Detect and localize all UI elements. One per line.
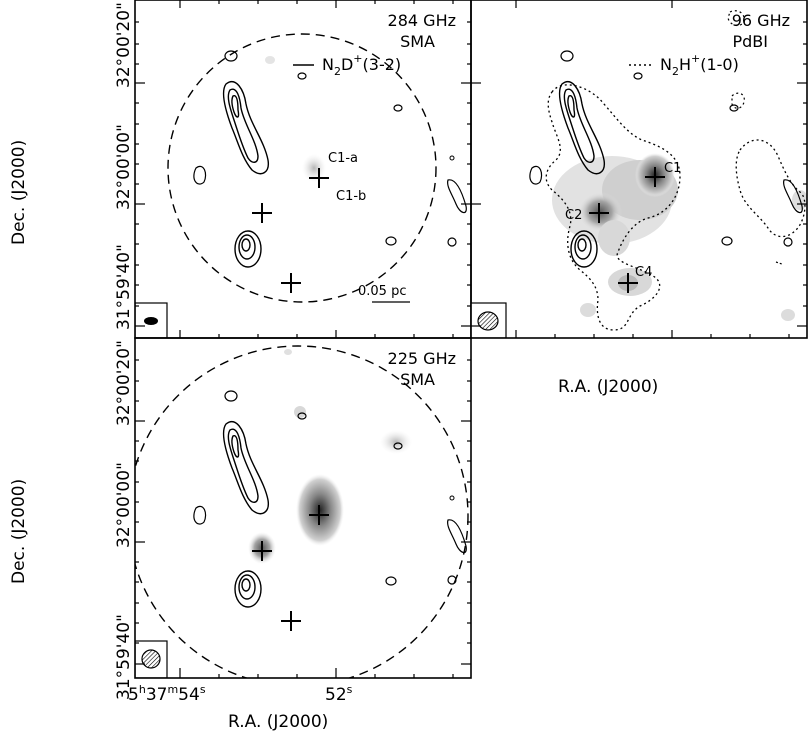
source-label-c1b: C1-b [336,189,366,204]
contour-line [558,81,605,175]
contour-line [297,72,307,80]
contour-line [224,390,238,402]
source-label-c1: C1 [664,161,681,176]
contour-line [227,88,259,163]
contour-line [231,94,240,118]
source-label-c1a: C1-a [328,151,358,166]
contour-line [560,50,574,62]
dec-axis-label: Dec. (J2000) [9,479,29,584]
contour-line [193,165,207,185]
contour-line [234,230,262,268]
contour-line [241,238,251,252]
contour-line [222,81,269,175]
panel-top-left: C1-a C1-b 0.05 pc 284 GHz SMA N2D+(3-2) [134,0,472,339]
source-cross [252,541,272,561]
dec-tick-label: 32°00'00" [114,462,134,548]
source-cross [589,203,609,223]
source-cross [281,273,301,293]
contour-line [447,179,467,214]
scale-bar-label: 0.05 pc [358,284,406,299]
dec-tick-label: 31°59'40" [114,614,134,700]
ra-axis-label: R.A. (J2000) [228,712,328,732]
emission-blob [284,349,292,355]
panel-frame [134,337,472,679]
instrument-label: SMA [400,32,435,51]
beam-ellipse [141,649,161,669]
emission-blob [380,430,412,454]
ra-axis-label: R.A. (J2000) [558,377,658,397]
instrument-label: PdBI [733,32,769,51]
contour-line [393,104,403,112]
source-cross [252,203,272,223]
contour-line [193,505,207,525]
contour-line [447,519,467,554]
panel-frame [470,0,808,339]
emission-blob [265,56,275,64]
beam-ellipse [477,311,499,331]
contour-dotted [731,92,745,109]
ra-tick-label: 52s [325,683,353,705]
frequency-label: 225 GHz [388,349,456,368]
contour-line [238,234,256,260]
contour-dotted [545,84,681,331]
contour-line [563,88,595,163]
contour-line [449,155,455,161]
contour-line [238,574,256,600]
frequency-label: 96 GHz [732,11,790,30]
contour-line [222,421,269,515]
contour-line [447,237,457,247]
primary-beam-circle [167,33,437,303]
contour-line [574,234,592,260]
dec-axis-label: Dec. (J2000) [9,140,29,245]
source-cross [309,505,329,525]
primary-beam-circle [135,345,469,678]
contour-dotted [775,261,783,265]
source-cross [309,168,329,188]
axis-ticks [471,0,807,338]
contour-line [227,428,259,503]
contour-line [449,495,455,501]
contour-line [721,236,733,246]
axis-ticks [135,359,471,678]
source-cross [645,167,665,187]
source-label-c4: C4 [635,265,652,280]
instrument-label: SMA [400,370,435,389]
contour-line [241,578,251,592]
contour-line [447,575,457,585]
contour-line [577,238,587,252]
contour-line [385,236,397,246]
contour-dotted [727,10,745,27]
source-cross [618,273,638,293]
source-label-c2: C2 [565,208,582,223]
contour-line [567,94,576,118]
contour-line [783,179,803,214]
contour-line [729,104,739,112]
contour-line [224,50,238,62]
dec-tick-label: 32°00'20" [114,340,134,426]
contour-line [385,576,397,586]
contour-line [297,412,307,420]
contour-line [570,230,598,268]
panel-bottom-left: 225 GHz SMA [134,337,472,679]
line-species-label: N2H+(1-0) [660,52,739,78]
ra-tick-label: 5h37m54s [128,683,206,705]
dec-tick-label: 32°00'00" [114,124,134,210]
contour-line [633,72,643,80]
contour-line [783,237,793,247]
frequency-label: 284 GHz [388,11,456,30]
line-species-label: N2D+(3-2) [322,52,401,78]
beam-ellipse [144,317,158,325]
dec-tick-label: 31°59'40" [114,244,134,330]
contour-line [231,434,240,458]
emission-blob [294,406,306,418]
contour-line [529,165,543,185]
panel-top-right: C1 C2 C4 96 GHz PdBI N2H+(1-0) [470,0,808,339]
contour-line [393,442,403,450]
contour-line [234,570,262,608]
dec-tick-label: 32°00'20" [114,2,134,88]
source-cross [281,611,301,631]
